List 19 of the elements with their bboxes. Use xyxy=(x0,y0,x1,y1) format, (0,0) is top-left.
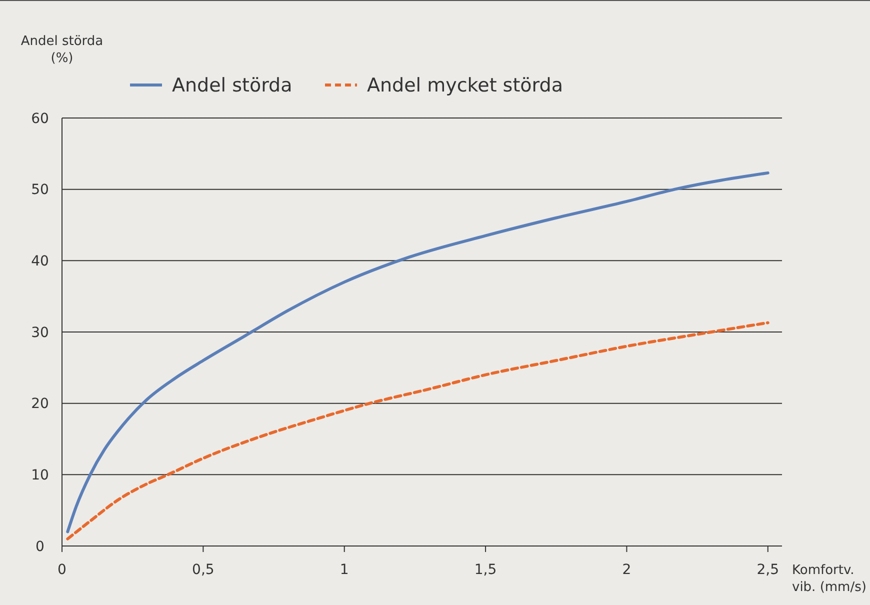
y-tick-label: 40 xyxy=(31,254,49,270)
x-tick-label: 0 xyxy=(58,562,66,578)
legend-label: Andel mycket störda xyxy=(367,74,563,97)
y-tick-label: 10 xyxy=(31,468,49,484)
y-tick-label: 20 xyxy=(31,396,49,412)
x-tick-label: 2,5 xyxy=(756,562,780,578)
line-series xyxy=(66,171,770,534)
x-axis-title: Komfortv. vib. (mm/s) xyxy=(792,563,866,595)
line-series xyxy=(66,321,770,540)
y-tick-label: 30 xyxy=(31,324,49,341)
y-tick-label: 0 xyxy=(36,538,44,555)
x-tick-label: 1 xyxy=(340,562,349,578)
x-tick-label: 1,5 xyxy=(474,562,497,578)
y-tick-label: 60 xyxy=(31,110,49,127)
y-tick-label: 50 xyxy=(31,182,49,198)
legend-label: Andel störda xyxy=(172,74,292,97)
x-tick-label: 2 xyxy=(622,562,632,578)
y-axis-title: Andel störda (%) xyxy=(20,34,104,66)
x-tick-label: 0,5 xyxy=(192,562,214,578)
